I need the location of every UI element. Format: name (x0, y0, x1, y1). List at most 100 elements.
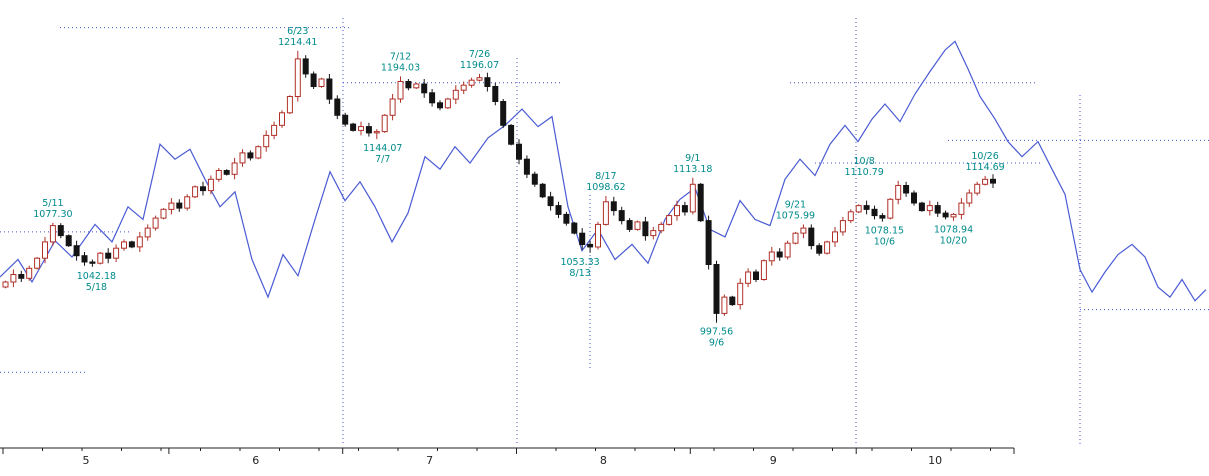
candle-body (816, 245, 823, 254)
candle-body (729, 296, 736, 306)
candle-body (642, 221, 649, 237)
candle-body (918, 202, 925, 212)
peak-annotation: 9/1 (685, 153, 700, 164)
candle-body (832, 231, 838, 243)
candle-body (381, 114, 388, 133)
candle-body (231, 162, 238, 175)
candle-body (863, 205, 870, 210)
candle-body (602, 201, 609, 225)
candle-body (192, 186, 199, 198)
candle-body (958, 202, 965, 215)
trough-annotation: 10/20 (940, 236, 967, 247)
trough-annotation: 997.56 (700, 327, 733, 338)
candle-body (144, 227, 151, 238)
candle-body (279, 112, 285, 126)
candle-body (286, 96, 293, 114)
candle-body (784, 242, 791, 258)
candle-body (326, 78, 333, 100)
candle-body (571, 222, 578, 234)
candle-body (310, 73, 317, 87)
trough-annotation: 9/6 (709, 338, 724, 349)
candle-body (768, 251, 775, 262)
candle-body (990, 178, 996, 184)
candle-body (65, 235, 72, 247)
candle-body (697, 183, 704, 222)
peak-annotation: 8/17 (595, 171, 616, 182)
peak-annotation: 1075.99 (776, 210, 815, 221)
candle-body (176, 202, 183, 209)
x-axis-label: 6 (252, 454, 259, 467)
candle-body (476, 77, 483, 81)
candle-body (839, 220, 846, 233)
candle-body (397, 81, 404, 100)
candle-body (444, 98, 451, 109)
candle-body (358, 126, 364, 131)
candle-body (105, 252, 112, 259)
candle-body (342, 114, 349, 125)
peak-annotation: 10/26 (971, 151, 998, 162)
candle-body (982, 178, 989, 185)
candle-body (271, 124, 278, 136)
candle-body (492, 86, 499, 102)
candle-body (942, 212, 949, 218)
x-axis-label: 9 (770, 454, 777, 467)
candle-body (294, 58, 301, 97)
candle-body (2, 281, 9, 288)
candle-body (737, 282, 744, 306)
candle-body (49, 225, 56, 243)
candle-body (903, 185, 910, 194)
candle-body (618, 210, 625, 222)
candle-body (713, 264, 720, 314)
comparison-line (0, 40, 1207, 302)
candle-body (73, 245, 80, 257)
candle-body (389, 98, 396, 116)
candle-body (871, 208, 878, 217)
candle-body (365, 126, 372, 134)
candle-body (966, 192, 973, 204)
candle-body (89, 261, 96, 264)
peak-annotation: 1110.79 (845, 167, 884, 178)
candle-body (610, 201, 617, 212)
candle-body (421, 83, 428, 94)
trough-annotation: 10/6 (874, 237, 895, 248)
peak-annotation: 7/12 (390, 51, 411, 62)
peak-annotation: 1196.07 (460, 60, 499, 71)
candle-body (523, 158, 530, 175)
candle-body (887, 198, 894, 219)
trough-annotation: 7/7 (375, 154, 390, 165)
candle-body (926, 205, 933, 212)
candle-body (776, 251, 783, 258)
candle-body (705, 220, 712, 266)
candle-body (974, 183, 981, 194)
peak-annotation: 1114.69 (965, 162, 1004, 173)
candle-body (413, 83, 420, 89)
candle-body (531, 173, 538, 185)
candle-body (121, 241, 127, 249)
x-axis-label: 8 (600, 454, 607, 467)
trough-annotation: 8/13 (569, 268, 590, 279)
candle-body (152, 217, 159, 229)
candle-body (460, 84, 467, 91)
peak-annotation: 9/21 (785, 199, 806, 210)
candle-body (184, 196, 191, 209)
candle-body (745, 271, 752, 284)
trough-annotation: 1042.18 (77, 271, 116, 282)
candle-body (587, 243, 594, 248)
candle-body (429, 92, 436, 104)
candle-body (721, 296, 728, 314)
candle-body (547, 196, 554, 207)
candle-body (136, 236, 143, 248)
x-axis-label: 10 (928, 454, 942, 467)
candle-body (81, 255, 88, 263)
candle-body (800, 227, 807, 234)
candle-body (437, 102, 443, 109)
peak-annotation: 1194.03 (381, 62, 420, 73)
candle-body (658, 223, 665, 232)
candle-body (934, 205, 941, 214)
candle-body (318, 78, 325, 87)
candle-body (113, 247, 120, 259)
candle-body (879, 215, 886, 219)
candle-body (405, 81, 412, 89)
candle-body (57, 225, 64, 237)
